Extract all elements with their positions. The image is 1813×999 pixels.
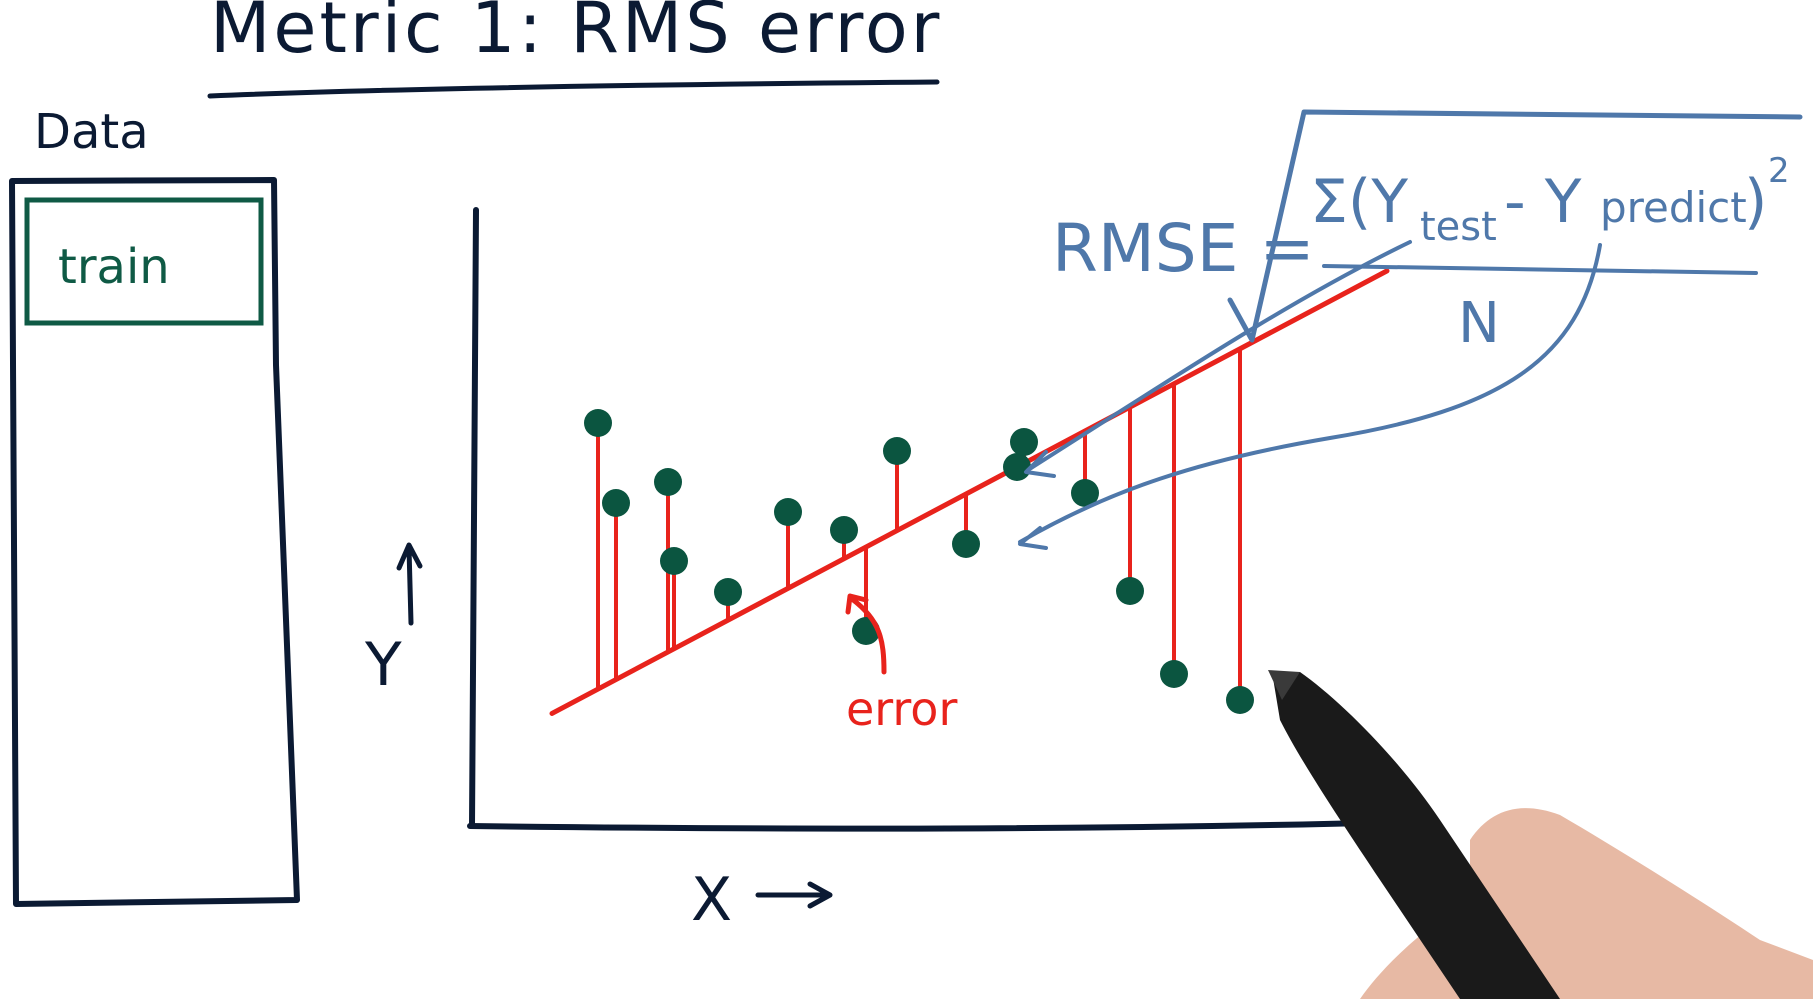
minus-y: - Y [1504,167,1582,237]
train-label: train [58,239,170,295]
close-paren: ) [1744,167,1767,237]
rmse-formula: RMSE = Σ(Y test - Y predict ) 2 N [1018,109,1803,550]
train-box [24,197,264,326]
data-label: Data [34,104,149,160]
y-test-subscript: test [1420,204,1497,250]
data-points [584,409,1254,714]
x-axis-arrow [755,881,833,909]
data-point [1010,428,1038,456]
error-arrow [845,593,887,675]
y-predict-subscript: predict [1600,183,1747,232]
error-label: error [846,682,957,736]
data-point [660,547,688,575]
x-axis [467,819,1410,832]
data-point [952,530,980,558]
y-axis-arrow [396,542,423,626]
y-predict-arrow [1018,243,1602,550]
data-point [1003,453,1031,481]
data-point [1116,577,1144,605]
data-point [830,516,858,544]
stylus-pen [1272,672,1560,999]
data-point [714,578,742,606]
data-point [654,468,682,496]
y-axis-label: Y [364,630,402,700]
data-point [584,409,612,437]
slide-title: Metric 1: RMS error [210,0,942,69]
stylus-tip [1268,670,1300,700]
exponent-two: 2 [1768,151,1790,191]
y-axis [469,207,479,829]
data-box-outline [9,177,300,907]
data-point [1160,660,1188,688]
regression-line [549,268,1390,716]
x-axis-label: X [691,865,732,935]
denominator: N [1458,291,1500,356]
data-point [883,437,911,465]
data-point [1226,686,1254,714]
title-underline [207,79,940,99]
data-point [1071,479,1099,507]
data-point [602,489,630,517]
data-point [774,498,802,526]
square-root-sign [1227,109,1803,343]
fraction-bar [1322,264,1758,275]
sum-open: Σ(Y [1310,167,1408,237]
y-test-arrow [1024,240,1412,478]
pen-and-hand [1268,670,1813,999]
